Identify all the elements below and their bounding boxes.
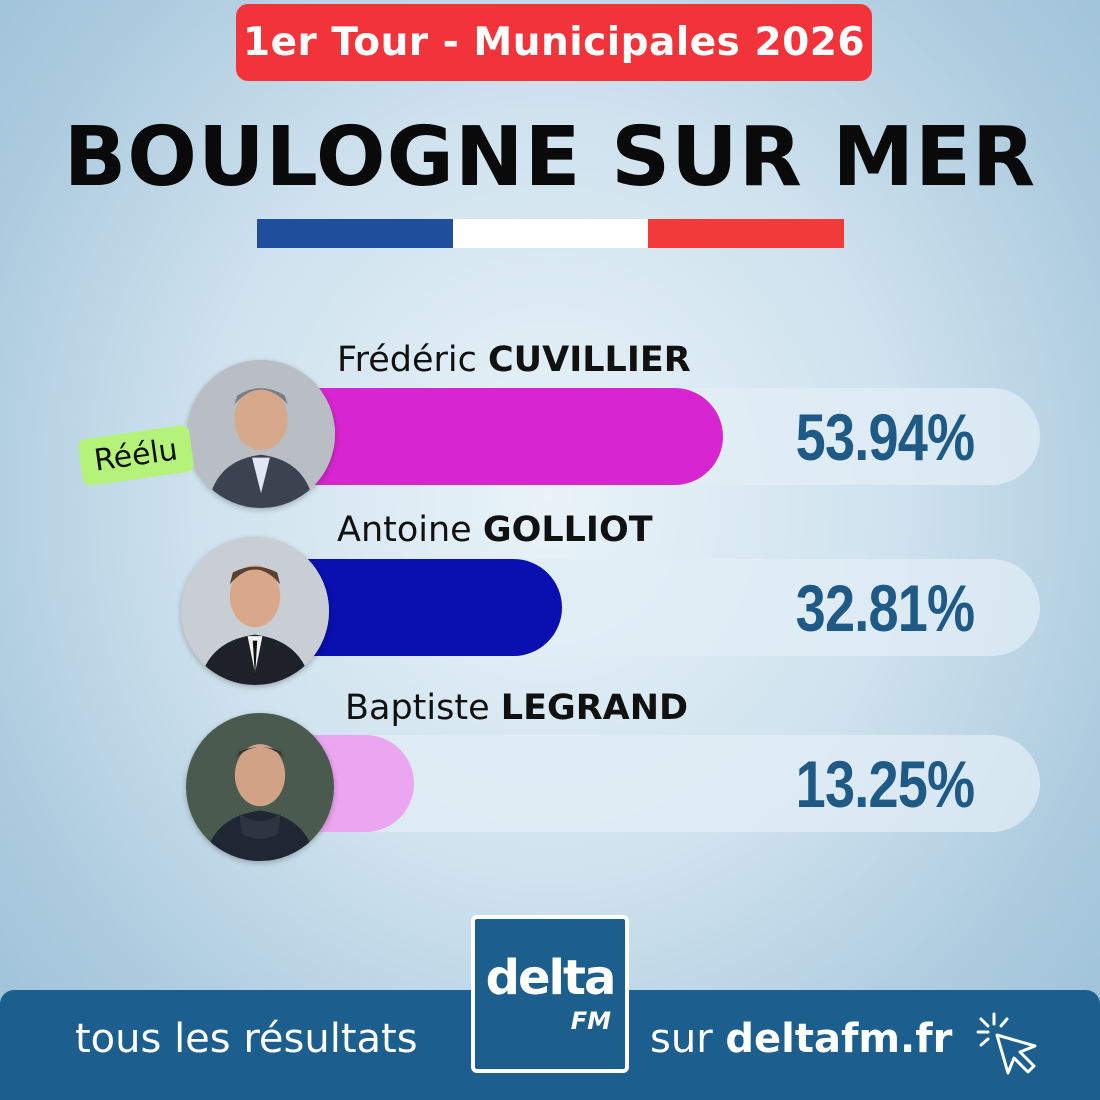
candidate-photo-icon — [181, 537, 329, 685]
candidate-first-name: Baptiste — [345, 688, 490, 728]
result-percent: 32.81% — [795, 570, 975, 645]
deltafm-logo: delta FM — [471, 915, 629, 1073]
candidate-name: Baptiste LEGRAND — [345, 688, 688, 728]
candidate-last-name: LEGRAND — [500, 688, 689, 728]
candidate-photo-icon — [186, 713, 334, 861]
candidate-name: Frédéric CUVILLIER — [337, 340, 691, 380]
result-bar-fill — [300, 388, 723, 485]
round-badge: 1er Tour - Municipales 2026 — [236, 4, 872, 81]
result-percent: 13.25% — [795, 746, 975, 821]
logo-main-text: delta — [485, 950, 617, 1006]
city-title: BOULOGNE SUR MER — [63, 110, 1037, 205]
result-bar-fill — [300, 559, 563, 656]
candidate-name: Antoine GOLLIOT — [337, 510, 653, 550]
click-cursor-icon — [976, 1012, 1037, 1075]
footer-right-text: sur deltafm.fr — [650, 1016, 952, 1062]
candidate-first-name: Frédéric — [337, 340, 477, 380]
candidate-photo-icon — [187, 360, 335, 508]
footer-left-text: tous les résultats — [75, 1016, 418, 1062]
result-bar-track — [300, 735, 1040, 832]
candidate-first-name: Antoine — [337, 510, 472, 550]
tricolor-flag — [257, 219, 845, 248]
candidate-last-name: GOLLIOT — [482, 510, 653, 550]
reelected-badge: Réélu — [77, 424, 195, 487]
logo-sub-text: FM — [570, 1007, 611, 1035]
result-percent: 53.94% — [795, 399, 975, 474]
candidate-last-name: CUVILLIER — [488, 340, 691, 380]
site-link[interactable]: deltafm.fr — [725, 1016, 953, 1062]
footer-prefix: sur — [650, 1016, 713, 1062]
